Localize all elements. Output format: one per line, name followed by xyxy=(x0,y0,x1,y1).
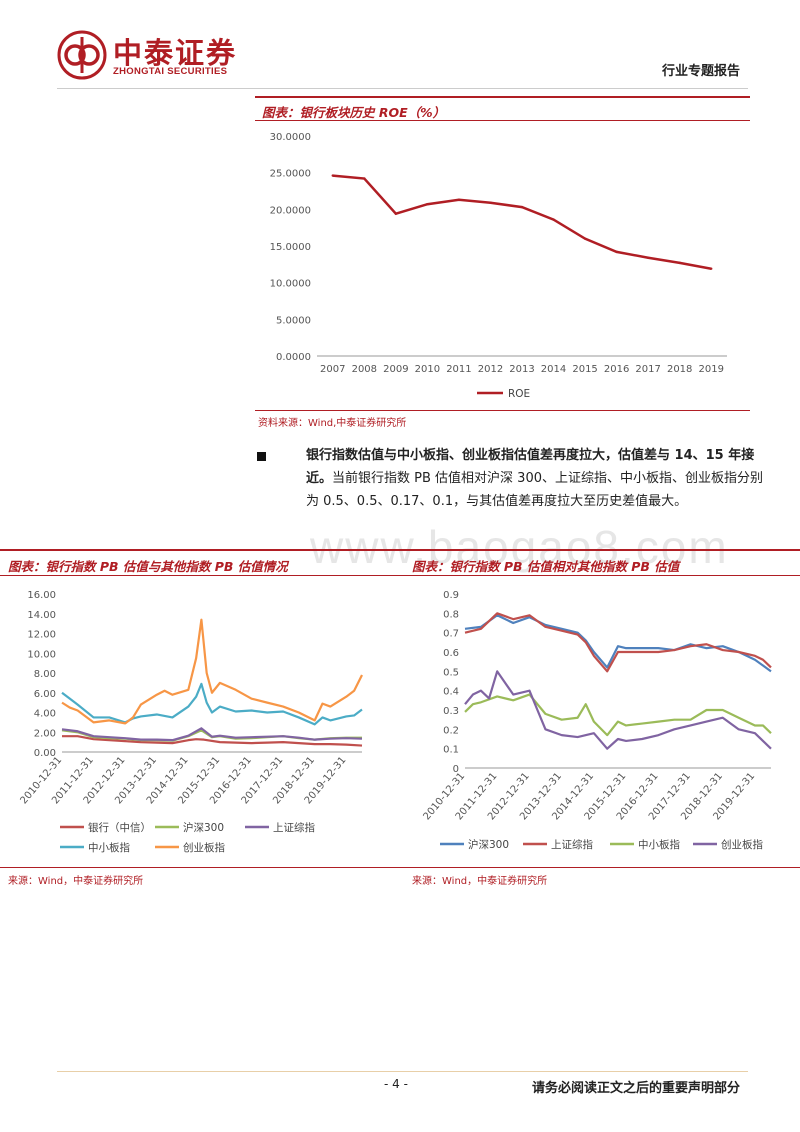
report-type: 行业专题报告 xyxy=(661,64,740,79)
x-tick-label: 2009 xyxy=(383,364,408,375)
x-tick-label: 2012 xyxy=(478,364,503,375)
header-divider xyxy=(57,88,748,89)
y-tick-label: 0.3 xyxy=(443,706,459,717)
legend-label: 上证综指 xyxy=(273,821,315,834)
y-tick-label: 4.00 xyxy=(34,709,56,720)
legend-label: 上证综指 xyxy=(551,838,593,851)
series-line xyxy=(61,618,363,725)
y-tick-label: 6.00 xyxy=(34,689,56,700)
paragraph-text: 当前银行指数 PB 估值相对沪深 300、上证综指、中小板指、创业板指分别为 0… xyxy=(306,471,763,509)
y-tick-label: 16.00 xyxy=(27,590,56,601)
y-tick-label: 30.0000 xyxy=(270,132,311,143)
roe-point xyxy=(583,237,587,240)
series-line xyxy=(61,682,363,726)
legend-label: 沪深300 xyxy=(468,838,509,851)
footer-disclaimer: 请务必阅读正文之后的重要声明部分 xyxy=(531,1081,740,1096)
roe-line xyxy=(332,174,712,270)
pb-valuation-chart: 0.00 2.00 4.00 6.00 8.00 10.00 12.00 14.00 16.00… xyxy=(19,590,363,854)
figure2-source: 来源：Wind，中泰证券研究所 xyxy=(8,876,144,887)
x-tick-label: 2007 xyxy=(320,364,345,375)
bullet-square xyxy=(257,452,266,461)
body-paragraph: 银行指数估值与中小板指、创业板指估值差再度拉大，估值差与 14、15 年接近。当… xyxy=(306,444,766,513)
y-tick-label: 25.0000 xyxy=(270,169,311,180)
y-tick-label: 0.5 xyxy=(443,667,459,678)
roe-point xyxy=(615,250,618,254)
roe-point xyxy=(331,174,334,177)
figure1-title-rule xyxy=(255,120,750,121)
figure1-title: 图表：银行板块历史 ROE（%） xyxy=(262,105,446,120)
legend-label: 创业板指 xyxy=(183,841,225,854)
page-number: - 4 - xyxy=(384,1077,408,1091)
roe-point xyxy=(457,198,461,201)
x-tick-label: 2011 xyxy=(446,364,471,375)
y-tick-label: 2.00 xyxy=(34,728,56,739)
figure-row-top-rule xyxy=(0,549,800,551)
roe-point xyxy=(394,212,398,215)
brand-name-cn: 中泰证券 xyxy=(113,36,238,70)
y-tick-label: 0.00 xyxy=(34,748,56,759)
series-line xyxy=(464,612,772,673)
paragraph-bold-text: 银行指数估值与中小板指、创业板指估值差再度拉大，估值差与 14、15 年接近。 xyxy=(306,448,755,486)
legend-label: 中小板指 xyxy=(88,841,130,854)
y-tick-label: 0 xyxy=(453,764,459,775)
roe-point xyxy=(710,267,713,270)
figure1-bottom-rule xyxy=(255,410,750,411)
roe-point xyxy=(520,205,524,209)
footer-divider xyxy=(57,1071,748,1072)
legend-label: 银行（中信） xyxy=(88,821,151,834)
roe-point xyxy=(646,256,650,259)
relative-pb-chart: 00.10.20.30.40.50.60.70.80.92010-12-3120… xyxy=(422,590,772,851)
y-tick-label: 0.2 xyxy=(443,725,459,736)
figure1-top-rule xyxy=(255,96,750,98)
roe-point xyxy=(363,177,366,180)
x-tick-label: 2013 xyxy=(509,364,534,375)
x-tick-label: 2019 xyxy=(699,364,724,375)
figure3-title: 图表：银行指数 PB 估值相对其他指数 PB 估值 xyxy=(412,559,680,574)
series-line xyxy=(464,693,772,737)
x-tick-label: 2015 xyxy=(572,364,597,375)
y-tick-label: 15.0000 xyxy=(270,242,311,253)
series-line xyxy=(464,670,772,750)
legend-label: 沪深300 xyxy=(183,821,224,834)
brand-name-en: ZHONGTAI SECURITIES xyxy=(113,66,228,77)
y-tick-label: 0.0000 xyxy=(276,352,311,363)
series-line xyxy=(61,727,363,742)
series-line xyxy=(464,614,772,673)
legend-label-roe: ROE xyxy=(508,388,530,400)
roe-point xyxy=(678,261,681,265)
y-tick-label: 0.9 xyxy=(443,590,459,601)
legend-label: 创业板指 xyxy=(721,838,763,851)
y-tick-label: 0.1 xyxy=(443,745,459,756)
y-tick-label: 0.4 xyxy=(443,687,459,698)
y-tick-label: 0.7 xyxy=(443,629,459,640)
y-tick-label: 20.0000 xyxy=(270,205,311,216)
y-tick-label: 0.8 xyxy=(443,609,459,620)
roe-point xyxy=(489,201,492,204)
roe-point xyxy=(552,218,555,221)
figure3-source: 来源：Wind，中泰证券研究所 xyxy=(412,876,548,887)
series-line xyxy=(62,735,363,747)
x-tick-label: 2008 xyxy=(352,364,377,375)
y-tick-label: 5.0000 xyxy=(276,315,311,326)
x-tick-label: 2018 xyxy=(667,364,692,375)
legend-label: 中小板指 xyxy=(638,838,680,851)
x-tick-label: 2010 xyxy=(415,364,440,375)
y-tick-label: 14.00 xyxy=(27,610,56,621)
x-tick-label: 2017 xyxy=(635,364,660,375)
y-tick-label: 10.0000 xyxy=(270,279,311,290)
figure-row-bottom-rule xyxy=(0,867,800,868)
y-tick-label: 12.00 xyxy=(27,630,56,641)
y-tick-label: 10.00 xyxy=(27,649,56,660)
figure2-title: 图表：银行指数 PB 估值与其他指数 PB 估值情况 xyxy=(8,559,288,574)
watermark: www.baogao8.com xyxy=(310,521,729,573)
zhongtai-logo xyxy=(57,30,107,80)
x-tick-label: 2014 xyxy=(541,364,566,375)
y-tick-label: 8.00 xyxy=(34,669,56,680)
figure1-source: 资料来源：Wind,中泰证券研究所 xyxy=(258,418,407,429)
x-tick-label: 2016 xyxy=(604,364,629,375)
roe-line-chart: 0.0000 5.0000 10.0000 15.0000 20.0000 25.0000… xyxy=(270,132,727,400)
y-tick-label: 0.6 xyxy=(443,648,459,659)
figure-row-title-rule xyxy=(0,575,800,576)
roe-point xyxy=(426,203,429,206)
